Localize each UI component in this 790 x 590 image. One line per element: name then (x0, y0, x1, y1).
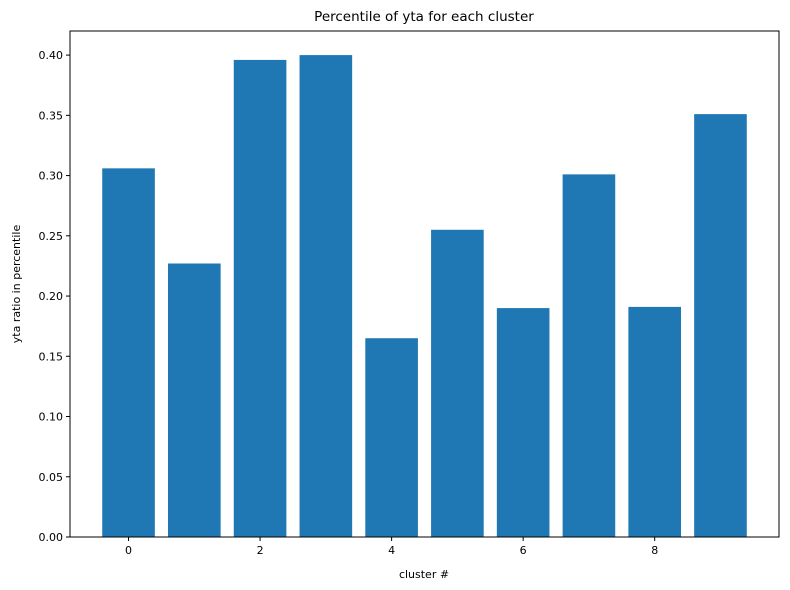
y-tick-label: 0.15 (39, 350, 64, 363)
x-tick-label: 8 (651, 544, 658, 557)
y-tick-label: 0.05 (39, 471, 64, 484)
y-tick-label: 0.40 (39, 49, 64, 62)
bar-cluster-6 (496, 308, 550, 537)
x-tick-label: 6 (520, 544, 527, 557)
bar-cluster-2 (233, 59, 287, 538)
y-tick-label: 0.10 (39, 411, 64, 424)
y-tick-label: 0.35 (39, 109, 64, 122)
bar-cluster-4 (365, 338, 418, 537)
x-tick-label: 4 (388, 544, 395, 557)
bar-cluster-7 (562, 174, 616, 537)
bar-cluster-3 (299, 55, 353, 537)
bar-cluster-9 (694, 114, 747, 537)
x-tick-label: 2 (257, 544, 264, 557)
y-tick-label: 0.30 (39, 170, 64, 183)
x-axis-title: cluster # (399, 568, 449, 581)
y-tick-label: 0.25 (39, 230, 64, 243)
plot-frame (69, 30, 780, 538)
y-axis: 0.00 0.05 0.10 0.15 0.20 0.25 0.30 0.35 0.40 (39, 49, 70, 544)
bar-cluster-1 (167, 263, 221, 537)
y-tick-label: 0.00 (39, 531, 64, 544)
bar-cluster-0 (102, 168, 155, 538)
x-tick-label: 0 (125, 544, 132, 557)
chart-title: Percentile of yta for each cluster (314, 9, 534, 25)
bar-cluster-5 (431, 229, 484, 538)
y-axis-title: yta ratio in percentile (10, 225, 23, 344)
bars-group (102, 55, 747, 538)
y-tick-label: 0.20 (39, 290, 64, 303)
x-axis: 0 2 4 6 8 (125, 537, 658, 557)
bar-cluster-8 (628, 306, 682, 537)
